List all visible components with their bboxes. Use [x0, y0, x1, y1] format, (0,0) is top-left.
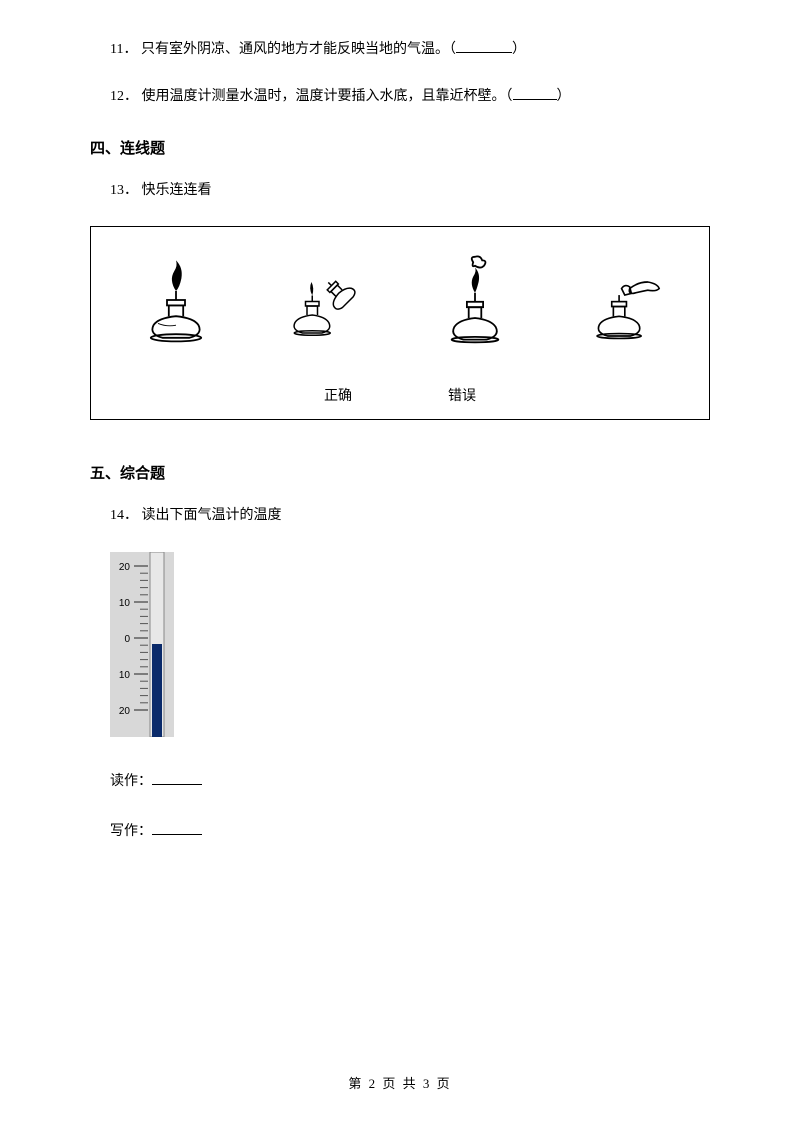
- label-wrong: 错误: [448, 385, 476, 405]
- q11-text: 只有室外阴凉、通风的地方才能反映当地的气温。（: [141, 42, 456, 57]
- read-write-block: 读作： 写作：: [90, 770, 710, 840]
- section-5-heading: 五、综合题: [90, 462, 710, 483]
- question-13: 13． 快乐连连看: [90, 180, 710, 202]
- question-11: 11． 只有室外阴凉、通风的地方才能反映当地的气温。（ ）: [90, 38, 710, 61]
- lamp-tilting-icon: [280, 255, 370, 345]
- lamp-blowout: [420, 255, 530, 345]
- q13-text: 快乐连连看: [142, 183, 212, 198]
- write-line: 写作：: [110, 820, 710, 840]
- read-line: 读作：: [110, 770, 710, 790]
- footer-a: 第: [348, 1076, 363, 1091]
- q12-text: 使用温度计测量水温时，温度计要插入水底，且靠近杯壁。（: [142, 89, 513, 104]
- svg-text:20: 20: [119, 706, 131, 717]
- thermometer-icon: 20 10 0 10 20: [110, 552, 174, 737]
- read-label: 读作：: [110, 774, 152, 789]
- q13-num: 13．: [110, 183, 138, 198]
- q11-tail: ）: [512, 42, 526, 57]
- label-correct: 正确: [324, 385, 352, 405]
- page-footer: 第 2 页 共 3 页: [0, 1073, 800, 1092]
- lamp-tilting: [270, 255, 380, 345]
- q14-num: 14．: [110, 508, 138, 523]
- q12-num: 12．: [110, 89, 138, 104]
- svg-text:10: 10: [119, 598, 131, 609]
- label-row: 正确 错误: [101, 385, 699, 405]
- footer-b: 页 共: [382, 1076, 417, 1091]
- q11-blank: [456, 38, 512, 53]
- q12-tail: ）: [557, 89, 571, 104]
- q12-blank: [513, 85, 557, 100]
- q11-num: 11．: [110, 42, 137, 57]
- footer-c: 页: [437, 1076, 452, 1091]
- svg-text:20: 20: [119, 562, 131, 573]
- question-12: 12． 使用温度计测量水温时，温度计要插入水底，且靠近杯壁。（ ）: [90, 85, 710, 108]
- lamp-capping-icon: [579, 255, 669, 345]
- lamp-blowout-icon: [430, 255, 520, 345]
- write-blank: [152, 820, 202, 835]
- lamp-lit: [121, 255, 231, 345]
- lamp-capping: [569, 255, 679, 345]
- lamp-row: [101, 245, 699, 345]
- thermometer: 20 10 0 10 20: [110, 552, 710, 742]
- lamp-lit-icon: [131, 255, 221, 345]
- svg-text:0: 0: [124, 634, 130, 645]
- matching-box: 正确 错误: [90, 226, 710, 420]
- q14-text: 读出下面气温计的温度: [142, 508, 282, 523]
- svg-text:10: 10: [119, 670, 131, 681]
- read-blank: [152, 770, 202, 785]
- footer-t: 3: [423, 1076, 432, 1091]
- write-label: 写作：: [110, 824, 152, 839]
- footer-p: 2: [369, 1076, 378, 1091]
- section-4-heading: 四、连线题: [90, 137, 710, 158]
- question-14: 14． 读出下面气温计的温度: [90, 505, 710, 527]
